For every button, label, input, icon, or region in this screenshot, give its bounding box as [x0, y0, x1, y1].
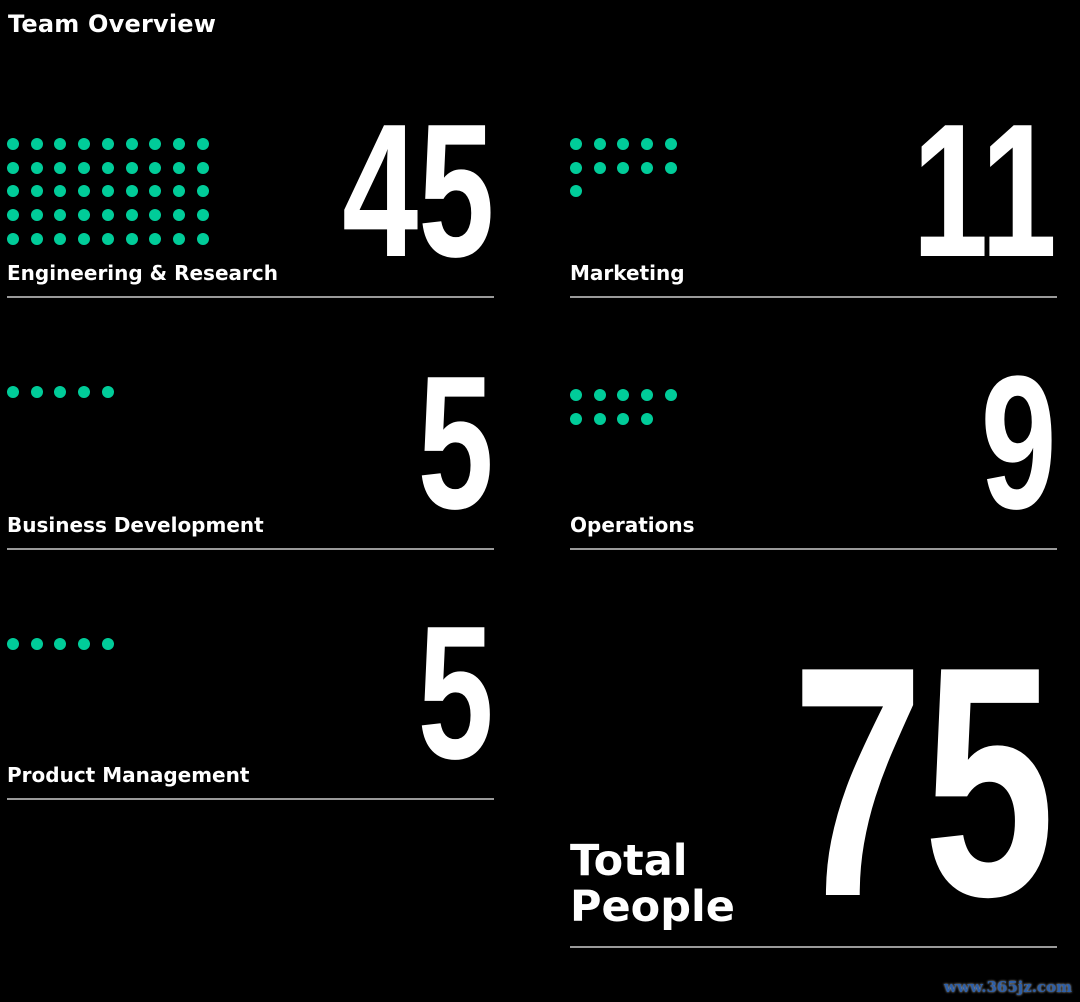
team-card-product-management: Product Management 5 [7, 598, 494, 800]
team-member-dot [617, 389, 630, 401]
team-member-dot [78, 232, 91, 245]
team-member-dot [664, 138, 677, 150]
team-member-dot [664, 389, 677, 401]
team-member-dot [30, 638, 43, 650]
team-member-dot [101, 185, 114, 198]
team-member-dot [54, 638, 67, 650]
team-member-dot [7, 232, 19, 245]
team-member-dot [54, 185, 67, 198]
team-member-dot [172, 209, 185, 222]
team-card-engineering: Engineering & Research 45 [7, 96, 494, 298]
team-member-dot [149, 138, 162, 150]
team-member-dot [172, 185, 185, 198]
total-card: Total People 75 [570, 618, 1057, 948]
team-label: Product Management [7, 763, 250, 787]
team-member-dot [125, 209, 138, 222]
team-member-dot [664, 161, 677, 174]
team-member-dot [149, 185, 162, 198]
team-member-dot [78, 386, 91, 398]
team-member-dot [570, 161, 582, 174]
team-member-dot [101, 232, 114, 245]
team-member-dot [30, 232, 43, 245]
team-member-dot [7, 638, 19, 650]
team-member-dot [101, 209, 114, 222]
team-member-dot [570, 389, 582, 401]
total-label-line2: People [570, 882, 735, 932]
team-count: 5 [417, 587, 494, 799]
team-member-dot [7, 138, 19, 150]
team-member-dot [196, 209, 209, 222]
team-member-dot [196, 161, 209, 174]
team-member-dot [125, 185, 138, 198]
team-label: Business Development [7, 513, 264, 537]
team-member-dot [196, 232, 209, 245]
total-count: 75 [792, 598, 1055, 965]
team-member-dot [54, 161, 67, 174]
page-title: Team Overview [8, 10, 217, 38]
team-member-dot [30, 161, 43, 174]
team-member-dot [54, 232, 67, 245]
team-member-dot [30, 138, 43, 150]
team-member-dot [101, 161, 114, 174]
team-member-dot [54, 138, 67, 150]
team-card-marketing: Marketing 11 [570, 96, 1057, 298]
team-member-dot [593, 389, 606, 401]
team-member-dot [101, 638, 114, 650]
team-member-dot [641, 138, 654, 150]
team-member-dot [7, 185, 19, 198]
team-card-business-development: Business Development 5 [7, 348, 494, 550]
team-count: 5 [417, 337, 494, 549]
team-member-dot [149, 161, 162, 174]
team-member-dot [101, 386, 114, 398]
team-member-dot [570, 412, 582, 425]
team-member-dot [570, 185, 582, 198]
team-member-dot [78, 161, 91, 174]
team-member-dot [172, 161, 185, 174]
team-label: Operations [570, 513, 695, 537]
team-count: 9 [980, 337, 1057, 549]
team-label: Engineering & Research [7, 261, 278, 285]
team-member-dot [617, 412, 630, 425]
team-member-dot [172, 232, 185, 245]
team-member-dot [149, 209, 162, 222]
team-member-dot [30, 209, 43, 222]
watermark: www.365jz.com [944, 978, 1072, 996]
team-member-dot [172, 138, 185, 150]
team-member-dot [30, 386, 43, 398]
team-member-dot [78, 209, 91, 222]
team-label: Marketing [570, 261, 685, 285]
team-member-dot [7, 386, 19, 398]
team-count: 11 [912, 85, 1057, 297]
team-member-dot [196, 185, 209, 198]
team-member-dot [617, 161, 630, 174]
team-member-dot [78, 185, 91, 198]
team-member-dot [593, 161, 606, 174]
team-member-dot [125, 232, 138, 245]
team-member-dot [617, 138, 630, 150]
team-member-dot [570, 138, 582, 150]
team-member-dot [593, 138, 606, 150]
team-member-dot [196, 138, 209, 150]
team-member-dot [125, 138, 138, 150]
team-member-dot [30, 185, 43, 198]
team-count: 45 [341, 85, 494, 297]
total-label: Total People [570, 838, 735, 930]
team-member-dot [641, 412, 654, 425]
team-card-operations: Operations 9 [570, 348, 1057, 550]
team-member-dot [641, 161, 654, 174]
team-member-dot [54, 386, 67, 398]
team-member-dot [7, 209, 19, 222]
team-member-dot [125, 161, 138, 174]
team-member-dot [593, 412, 606, 425]
team-member-dot [101, 138, 114, 150]
team-member-dot [149, 232, 162, 245]
team-member-dot [641, 389, 654, 401]
team-member-dot [54, 209, 67, 222]
team-member-dot [7, 161, 19, 174]
team-member-dot [78, 638, 91, 650]
team-member-dot [78, 138, 91, 150]
total-label-line1: Total [570, 836, 688, 886]
